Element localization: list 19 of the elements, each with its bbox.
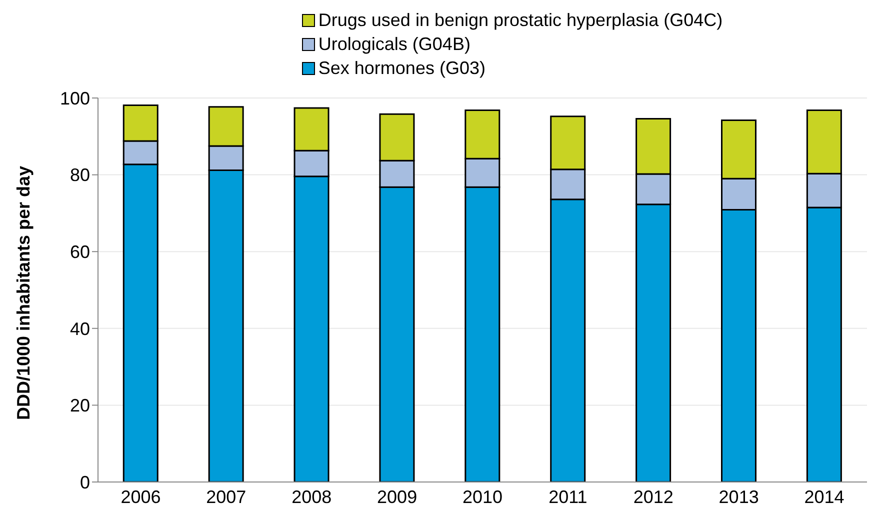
y-tick-label: 20 [70,396,90,416]
y-tick-label: 60 [70,242,90,262]
x-tick-label: 2007 [206,486,246,507]
x-tick-label: 2008 [292,486,332,507]
x-tick-label: 2009 [377,486,418,507]
x-tick-label: 2014 [804,486,844,507]
x-tick-label: 2013 [718,486,759,507]
y-axis-title: DDD/1000 inhabitants per day [13,166,34,420]
legend-label: Drugs used in benign prostatic hyperplasia (G04C) [318,10,723,30]
y-tick-label: 40 [70,318,90,339]
y-tick-label: 100 [60,88,90,108]
x-tick-label: 2010 [462,486,503,507]
x-tick-label: 2011 [548,486,588,507]
legend-label: Urologicals (G04B) [318,34,470,54]
y-tick-label: 0 [80,472,90,492]
x-tick-label: 2006 [120,486,161,507]
y-tick-label: 80 [70,165,90,186]
x-tick-label: 2012 [633,486,674,507]
legend-label: Sex hormones (G03) [318,58,486,78]
